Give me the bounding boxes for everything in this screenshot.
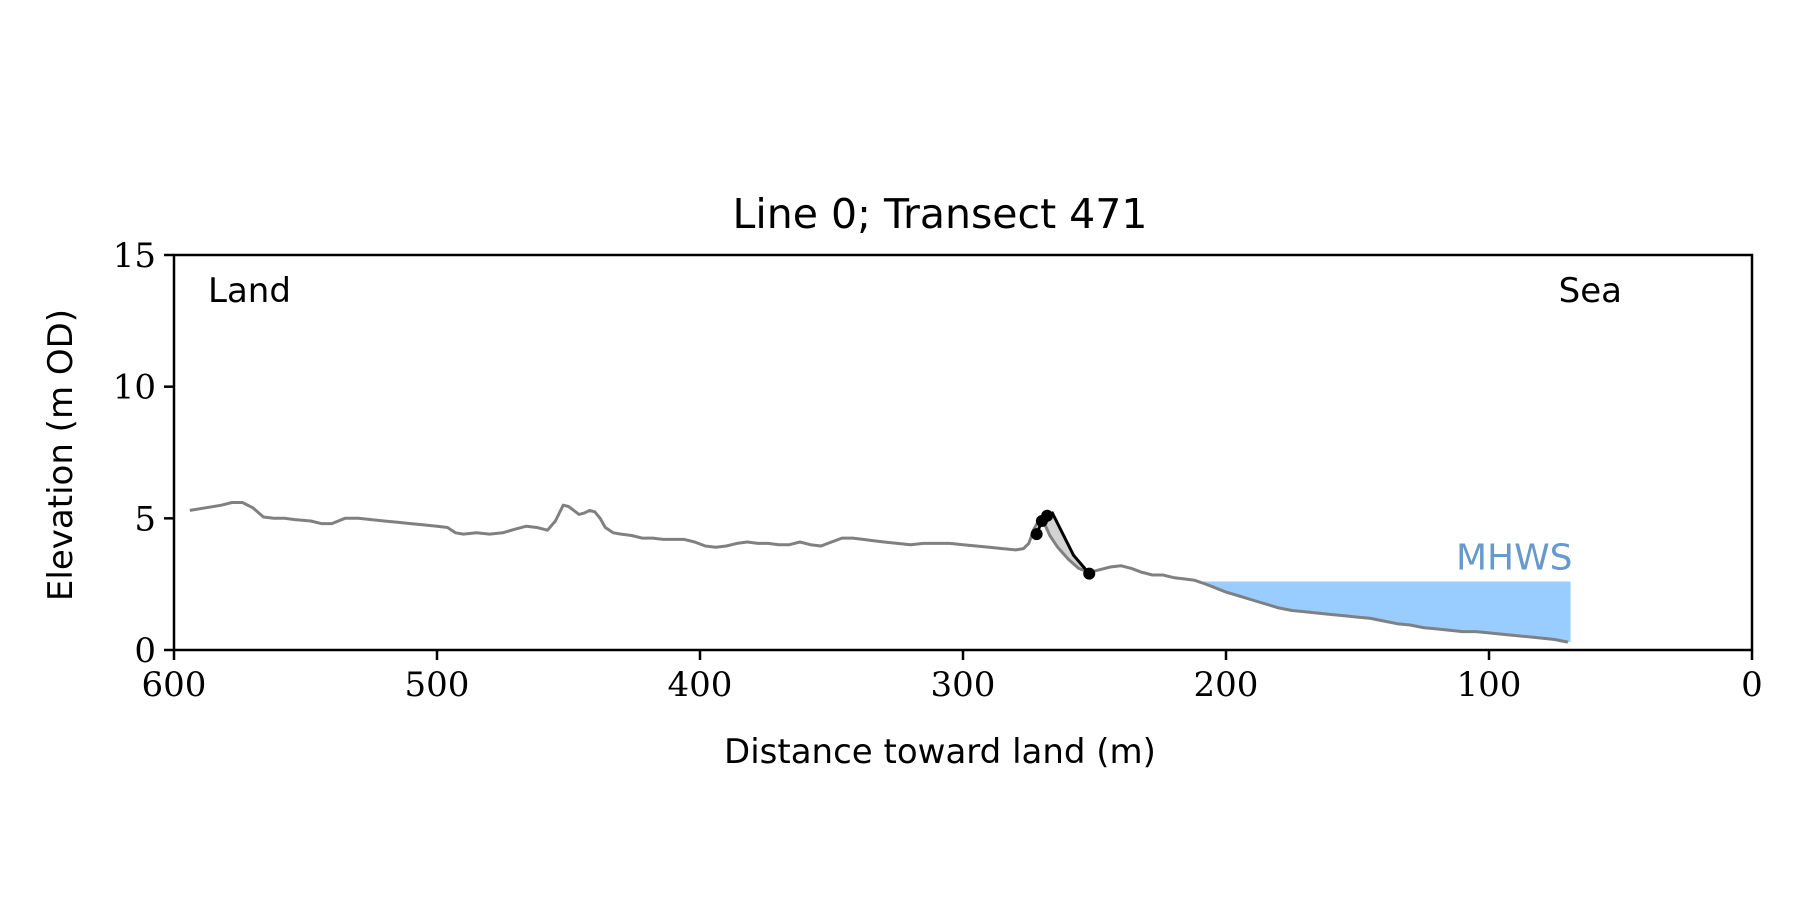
- cliff-point: [1083, 567, 1096, 580]
- x-tick-label: 100: [1457, 665, 1522, 705]
- mhws-water-fill: [1202, 581, 1571, 643]
- y-axis-label: Elevation (m OD): [41, 309, 81, 601]
- y-tick-label: 10: [113, 368, 156, 408]
- y-tick-label: 0: [134, 631, 156, 671]
- x-tick-label: 300: [931, 665, 996, 705]
- x-tick-label: 400: [668, 665, 733, 705]
- x-tick-label: 200: [1194, 665, 1259, 705]
- x-axis-ticks: 600 500 400 300 200 100 0: [142, 650, 1763, 705]
- y-tick-label: 15: [113, 236, 156, 276]
- cliff-points: [1030, 509, 1096, 580]
- elevation-profile-line: [189, 501, 1569, 644]
- x-tick-label: 0: [1741, 665, 1763, 705]
- chart-title: Line 0; Transect 471: [733, 190, 1148, 238]
- sea-annotation: Sea: [1559, 271, 1622, 311]
- cliff-point: [1030, 528, 1043, 541]
- y-axis-ticks: 0 5 10 15: [113, 236, 174, 671]
- mhws-label: MHWS: [1456, 538, 1573, 579]
- y-tick-label: 5: [134, 499, 156, 539]
- land-annotation: Land: [208, 271, 291, 311]
- x-axis-label: Distance toward land (m): [724, 732, 1156, 772]
- cliff-point: [1041, 509, 1054, 522]
- x-tick-label: 600: [142, 665, 207, 705]
- plot-area: [189, 501, 1571, 644]
- x-tick-label: 500: [405, 665, 470, 705]
